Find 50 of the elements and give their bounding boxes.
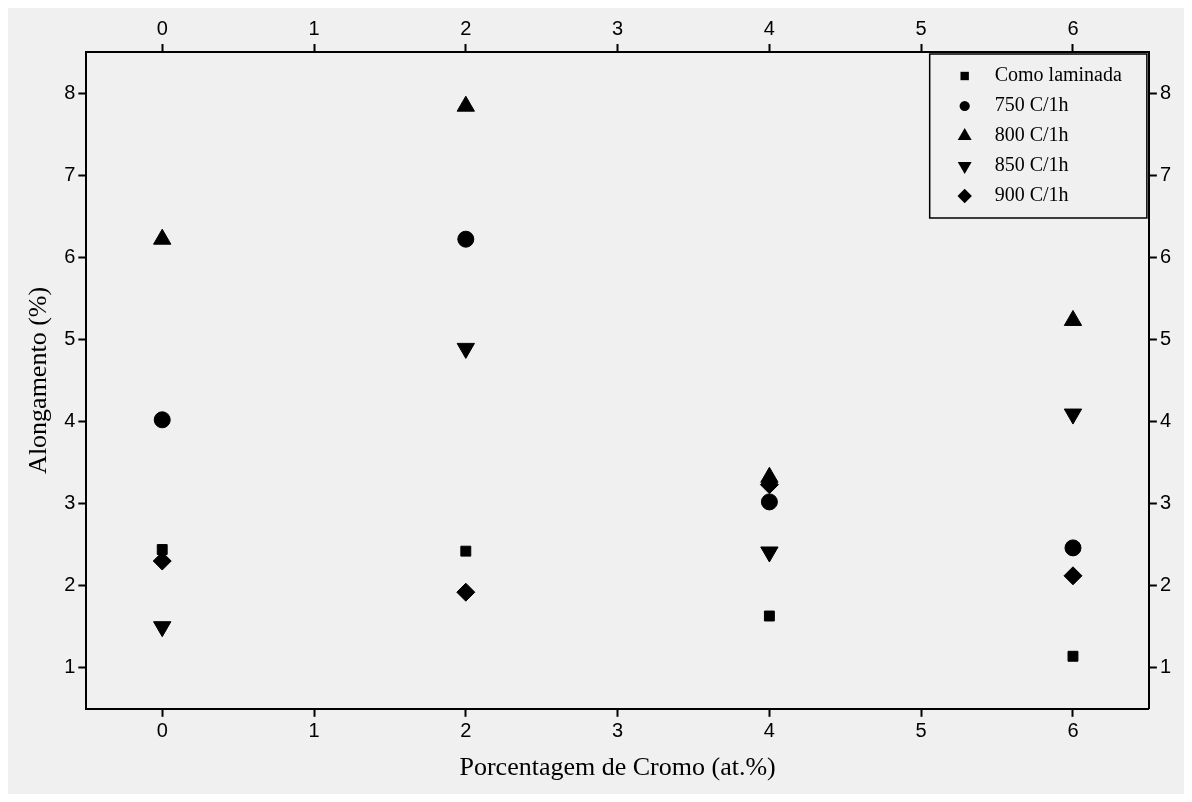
point: [763, 610, 775, 622]
y2-tick-label: 7: [1159, 162, 1171, 185]
point: [456, 582, 476, 602]
y2-tick-label: 2: [1159, 573, 1171, 596]
legend-label: 850 C/1h: [994, 153, 1069, 176]
point: [1063, 309, 1083, 326]
x-tick-label: 0: [156, 719, 168, 742]
x2-tick-label: 2: [460, 16, 472, 39]
point: [460, 545, 472, 557]
point: [1064, 539, 1082, 557]
y-tick-label: 2: [64, 573, 76, 596]
y-tick-label: 4: [64, 408, 76, 431]
x2-tick-label: 1: [308, 16, 320, 39]
x2-tick-label: 5: [915, 16, 927, 39]
y-tick-label: 7: [64, 162, 76, 185]
x-tick-label: 3: [612, 719, 624, 742]
point: [156, 544, 168, 555]
point: [1067, 650, 1079, 662]
y2-tick-label: 6: [1159, 244, 1171, 267]
x2-tick-label: 0: [156, 16, 168, 39]
point: [760, 493, 778, 511]
y-tick-label: 8: [64, 80, 76, 103]
point: [1063, 566, 1083, 586]
y2-tick-label: 8: [1159, 80, 1171, 103]
x-tick-label: 6: [1067, 719, 1079, 742]
y-tick-label: 6: [64, 244, 76, 267]
y-tick-label: 3: [64, 491, 76, 514]
point: [153, 411, 171, 429]
x2-tick-label: 6: [1067, 16, 1079, 39]
legend-label: 800 C/1h: [994, 123, 1069, 146]
y-tick-label: 1: [64, 655, 76, 678]
point: [457, 230, 475, 248]
x-tick-label: 4: [763, 719, 775, 742]
y2-tick-label: 1: [1159, 655, 1171, 678]
point: [456, 95, 475, 112]
x2-tick-label: 3: [612, 16, 624, 39]
y2-tick-label: 3: [1159, 491, 1171, 514]
legend-label: Como laminada: [994, 63, 1122, 86]
x-axis-title: Porcentagem de Cromo (at.%): [459, 752, 776, 782]
x-tick-label: 2: [460, 719, 472, 742]
legend-label: 750 C/1h: [994, 93, 1069, 116]
y2-tick-label: 4: [1159, 408, 1171, 431]
y-tick-label: 5: [64, 326, 76, 349]
y-axis-title: Alongamento (%): [23, 286, 53, 474]
legend-label: 900 C/1h: [994, 183, 1069, 206]
x-tick-label: 1: [308, 719, 320, 742]
point: [153, 228, 172, 245]
y2-tick-label: 5: [1159, 326, 1171, 349]
x2-tick-label: 4: [763, 16, 775, 39]
x-tick-label: 5: [915, 719, 927, 742]
